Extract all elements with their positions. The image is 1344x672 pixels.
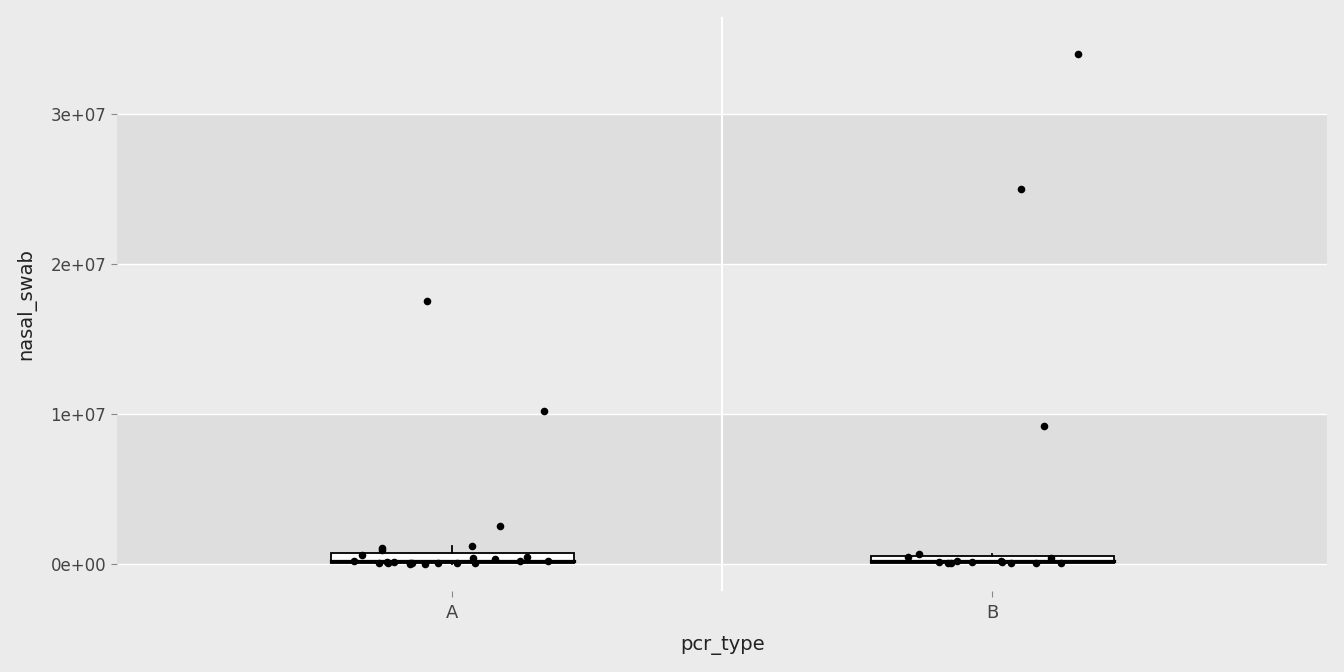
- Point: [939, 558, 961, 569]
- Point: [462, 553, 484, 564]
- Point: [509, 556, 531, 566]
- Bar: [117, 114, 1328, 264]
- Point: [427, 558, 449, 569]
- Point: [484, 554, 505, 564]
- Point: [415, 296, 437, 306]
- Point: [898, 552, 919, 562]
- Point: [516, 552, 538, 562]
- Bar: [871, 556, 1114, 563]
- Y-axis label: nasal_swab: nasal_swab: [16, 248, 36, 360]
- Bar: [331, 554, 574, 563]
- Point: [1011, 183, 1032, 194]
- Point: [991, 557, 1012, 568]
- X-axis label: pcr_type: pcr_type: [680, 636, 765, 655]
- Point: [534, 405, 555, 416]
- Point: [371, 545, 392, 556]
- Point: [368, 558, 390, 569]
- Point: [937, 558, 958, 569]
- Point: [1067, 49, 1089, 60]
- Bar: [117, 564, 1328, 591]
- Point: [402, 558, 423, 569]
- Point: [991, 556, 1012, 566]
- Point: [1000, 558, 1021, 569]
- Point: [376, 557, 398, 568]
- Point: [383, 556, 405, 567]
- Point: [399, 558, 421, 569]
- Point: [344, 555, 366, 566]
- Point: [909, 548, 930, 559]
- Point: [1040, 553, 1062, 564]
- Point: [946, 555, 968, 566]
- Point: [414, 558, 435, 569]
- Point: [1034, 421, 1055, 431]
- Point: [462, 540, 484, 551]
- Point: [351, 549, 372, 560]
- Bar: [117, 414, 1328, 564]
- Point: [961, 557, 982, 568]
- Point: [489, 521, 511, 532]
- Point: [538, 556, 559, 566]
- Point: [446, 558, 468, 569]
- Point: [465, 558, 487, 569]
- Point: [1051, 558, 1073, 569]
- Point: [371, 542, 392, 553]
- Bar: [117, 17, 1328, 114]
- Bar: [117, 264, 1328, 414]
- Point: [376, 557, 398, 568]
- Point: [1025, 558, 1047, 569]
- Point: [929, 556, 950, 567]
- Point: [399, 558, 421, 569]
